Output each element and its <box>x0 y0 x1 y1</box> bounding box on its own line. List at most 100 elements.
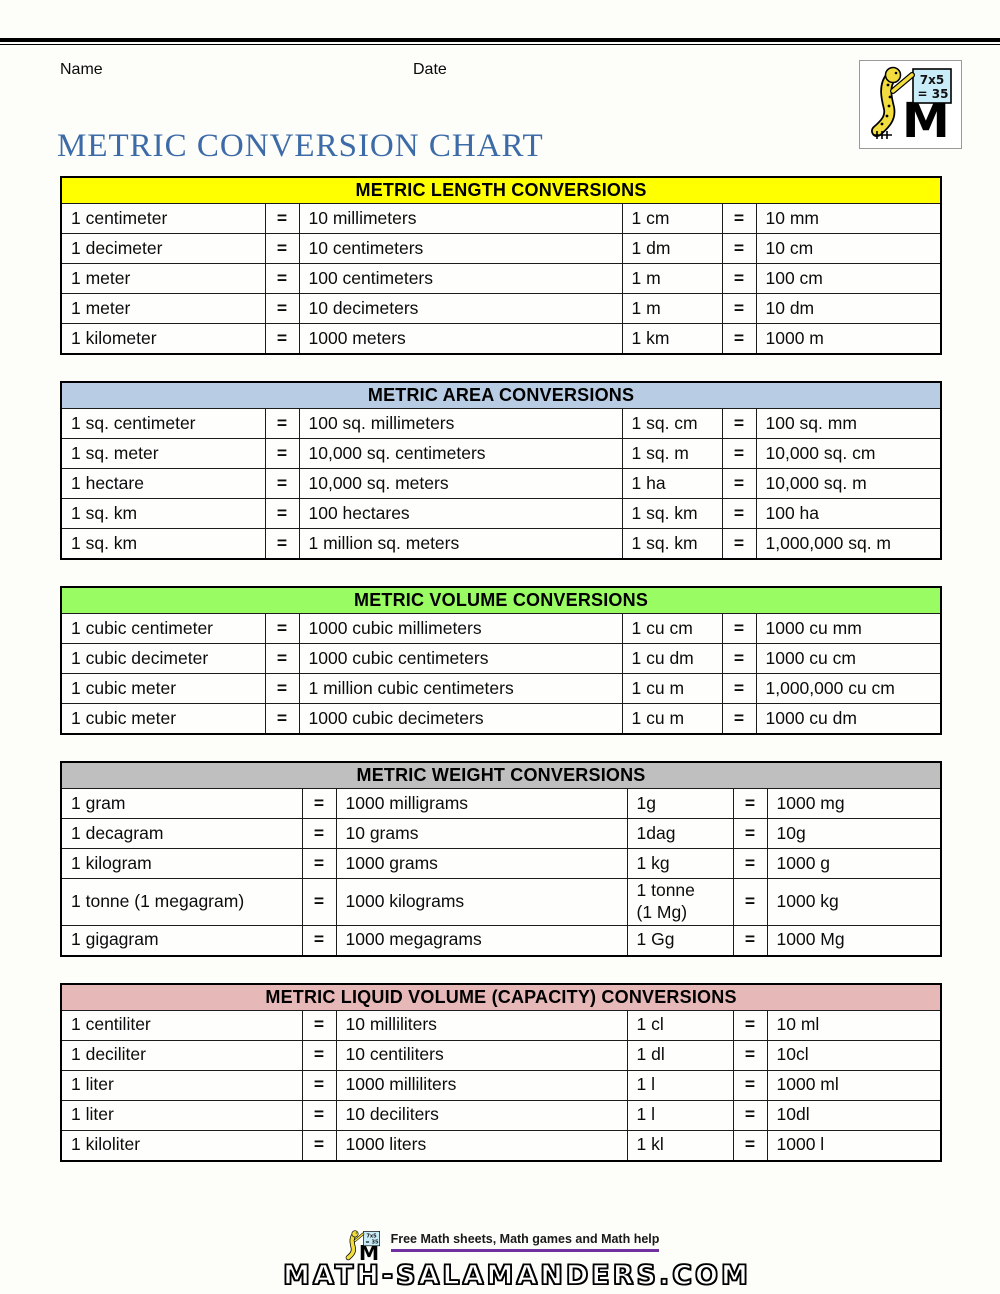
table-row: 1 liter = 1000 milliliters 1 l = 1000 ml <box>60 1069 942 1101</box>
equals-cell: = <box>721 263 757 294</box>
equals-cell: = <box>264 468 300 499</box>
conversion-tables: METRIC LENGTH CONVERSIONS 1 centimeter = 10… <box>60 176 943 1188</box>
equals-cell: = <box>301 924 337 957</box>
table-title: METRIC WEIGHT CONVERSIONS <box>60 761 942 789</box>
value-cell: 1000 l <box>766 1129 942 1162</box>
value-cell: 100 ha <box>755 498 942 529</box>
equals-cell: = <box>721 613 757 644</box>
table-row: 1 gram = 1000 milligrams 1g = 1000 mg <box>60 788 942 819</box>
equals-cell: = <box>301 818 337 849</box>
value-cell: 10,000 sq. cm <box>755 438 942 469</box>
equals-cell: = <box>732 924 768 957</box>
value-cell: 1 tonne (1 megagram) <box>60 878 303 926</box>
table-row: 1 tonne (1 megagram) = 1000 kilograms 1 ton… <box>60 878 942 926</box>
table-title: METRIC LIQUID VOLUME (CAPACITY) CONVERSI… <box>60 983 942 1011</box>
table-row: 1 cubic meter = 1 million cubic centimeter… <box>60 673 942 704</box>
value-cell: 1 kg <box>626 848 734 879</box>
table-title: METRIC VOLUME CONVERSIONS <box>60 586 942 614</box>
value-cell: 10 milliliters <box>335 1009 628 1041</box>
value-cell: 1 gigagram <box>60 924 303 957</box>
footer-tagline: Free Math sheets, Math games and Math he… <box>390 1232 660 1246</box>
value-cell: 1 cm <box>621 203 723 234</box>
value-cell: 1 deciliter <box>60 1039 303 1071</box>
table-row: 1 gigagram = 1000 megagrams 1 Gg = 1000 Mg <box>60 924 942 957</box>
value-cell: 1 l <box>626 1099 734 1131</box>
value-cell: 10,000 sq. centimeters <box>298 438 623 469</box>
equals-cell: = <box>732 1129 768 1162</box>
table-row: 1 kiloliter = 1000 liters 1 kl = 1000 l <box>60 1129 942 1162</box>
table-row: 1 hectare = 10,000 sq. meters 1 ha = 10,000 s… <box>60 468 942 499</box>
value-cell: 1 liter <box>60 1099 303 1131</box>
table-row: 1 kilometer = 1000 meters 1 km = 1000 m <box>60 323 942 355</box>
value-cell: 1 cl <box>626 1009 734 1041</box>
value-cell: 1 cu m <box>621 673 723 704</box>
table-row: 1 cubic decimeter = 1000 cubic centimeters… <box>60 643 942 674</box>
equals-cell: = <box>721 203 757 234</box>
equals-cell: = <box>264 323 300 355</box>
table-row: 1 meter = 100 centimeters 1 m = 100 cm <box>60 263 942 294</box>
value-cell: 1 million cubic centimeters <box>298 673 623 704</box>
equals-cell: = <box>264 293 300 324</box>
value-cell: 1000 m <box>755 323 942 355</box>
value-cell: 1 sq. cm <box>621 408 723 439</box>
value-cell: 1 centimeter <box>60 203 266 234</box>
board-line1: 7x5 <box>920 73 944 87</box>
value-cell: 1 gram <box>60 788 303 819</box>
footer-site-wordmark: MATH-SALAMANDERS.COM <box>282 1259 751 1292</box>
value-cell: 1,000,000 sq. m <box>755 528 942 560</box>
value-cell: 100 hectares <box>298 498 623 529</box>
equals-cell: = <box>732 878 768 926</box>
equals-cell: = <box>264 263 300 294</box>
footer-board-line1: 7x5 <box>366 1234 377 1240</box>
top-divider-rule <box>0 38 1000 46</box>
value-cell: 1 hectare <box>60 468 266 499</box>
value-cell: 10 centimeters <box>298 233 623 264</box>
metric-liquid-volume-table: METRIC LIQUID VOLUME (CAPACITY) CONVERSI… <box>60 982 943 1162</box>
equals-cell: = <box>721 703 757 735</box>
value-cell: 100 sq. mm <box>755 408 942 439</box>
value-cell: 10cl <box>766 1039 942 1071</box>
page-title: METRIC CONVERSION CHART <box>57 128 544 165</box>
value-cell: 1000 Mg <box>766 924 942 957</box>
value-cell: 1 decimeter <box>60 233 266 264</box>
table-row: 1 sq. centimeter = 100 sq. millimeters 1 sq… <box>60 408 942 439</box>
math-salamanders-logo: M 7x5 = 35 <box>859 60 962 149</box>
equals-cell: = <box>721 498 757 529</box>
metric-weight-table: METRIC WEIGHT CONVERSIONS 1 gram = 1000 mil… <box>60 761 943 957</box>
table-title: METRIC AREA CONVERSIONS <box>60 381 942 409</box>
value-cell: 1 sq. km <box>621 528 723 560</box>
table-row: 1 meter = 10 decimeters 1 m = 10 dm <box>60 293 942 324</box>
value-cell: 10 mm <box>755 203 942 234</box>
equals-cell: = <box>721 528 757 560</box>
value-cell: 1000 ml <box>766 1069 942 1101</box>
value-cell: 1 sq. km <box>621 498 723 529</box>
value-cell: 10,000 sq. meters <box>298 468 623 499</box>
value-cell: 1000 milligrams <box>335 788 628 819</box>
value-cell: 1000 cubic millimeters <box>298 613 623 644</box>
board-line2: = 35 <box>918 87 949 101</box>
value-cell: 10dl <box>766 1099 942 1131</box>
value-cell: 1 centiliter <box>60 1009 303 1041</box>
value-cell: 100 sq. millimeters <box>298 408 623 439</box>
equals-cell: = <box>721 643 757 674</box>
equals-cell: = <box>301 788 337 819</box>
value-cell: 1 sq. meter <box>60 438 266 469</box>
equals-cell: = <box>732 848 768 879</box>
value-cell: 1 cu cm <box>621 613 723 644</box>
equals-cell: = <box>721 323 757 355</box>
footer-logo-m-letter: M <box>358 1241 378 1265</box>
value-cell: 1 kiloliter <box>60 1129 303 1162</box>
equals-cell: = <box>301 1039 337 1071</box>
value-cell: 1 sq. km <box>60 498 266 529</box>
metric-volume-table: METRIC VOLUME CONVERSIONS 1 cubic centime… <box>60 586 943 735</box>
table-row: 1 sq. km = 100 hectares 1 sq. km = 100 ha <box>60 498 942 529</box>
equals-cell: = <box>264 703 300 735</box>
table-row: 1 sq. meter = 10,000 sq. centimeters 1 sq. … <box>60 438 942 469</box>
table-row: 1 sq. km = 1 million sq. meters 1 sq. km = 1,… <box>60 528 942 560</box>
table-row: 1 cubic centimeter = 1000 cubic millimeter… <box>60 613 942 644</box>
equals-cell: = <box>721 468 757 499</box>
value-cell: 1 l <box>626 1069 734 1101</box>
value-cell: 1 m <box>621 293 723 324</box>
equals-cell: = <box>264 408 300 439</box>
date-label: Date <box>413 61 447 78</box>
